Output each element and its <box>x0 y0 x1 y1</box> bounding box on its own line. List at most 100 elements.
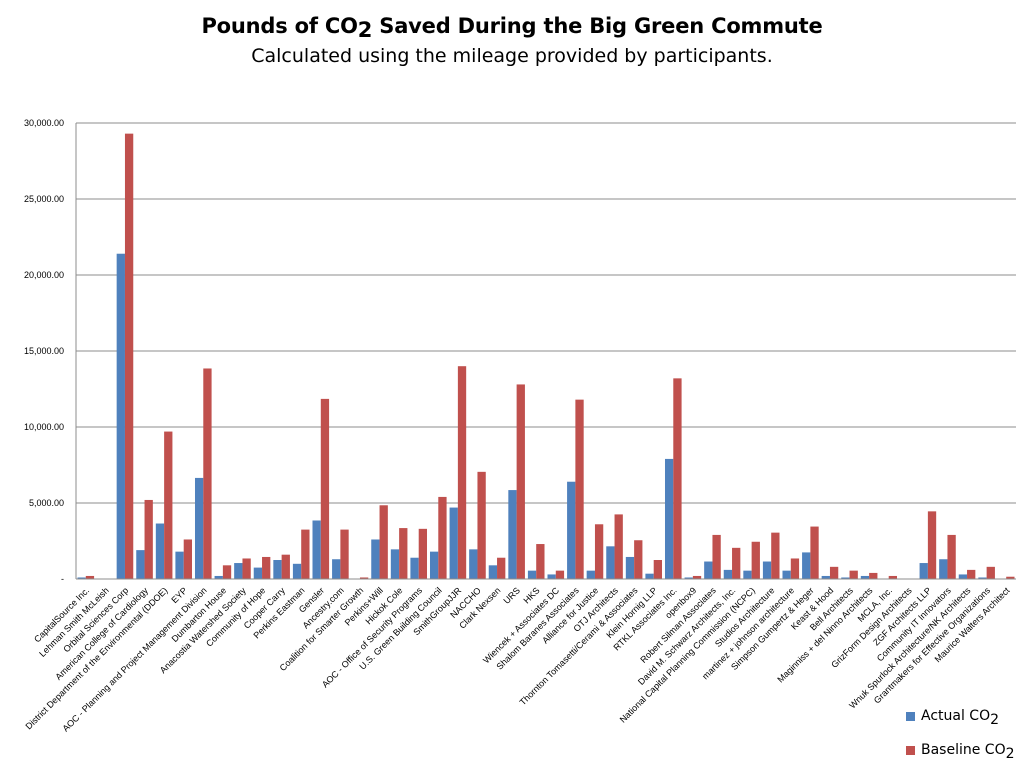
bar-actual-co2 <box>488 565 498 579</box>
bar-actual-co2 <box>704 561 713 579</box>
bar-baseline-co2 <box>634 540 643 579</box>
bar-actual-co2 <box>234 563 243 579</box>
legend-label-actual: Actual CO2 <box>921 708 999 728</box>
bar-baseline-co2 <box>614 514 623 579</box>
bar-baseline-co2 <box>594 524 604 579</box>
y-tick-label: 5,000.00 <box>29 498 64 508</box>
bar-baseline-co2 <box>262 556 271 579</box>
bar-actual-co2 <box>645 573 654 579</box>
bar-actual-co2 <box>175 551 184 579</box>
bar-baseline-co2 <box>829 566 839 579</box>
bar-baseline-co2 <box>927 511 937 579</box>
bar-baseline-co2 <box>399 528 408 579</box>
bar-baseline-co2 <box>771 532 780 579</box>
legend-swatch-baseline <box>906 745 915 755</box>
bar-actual-co2 <box>664 458 674 579</box>
bar-actual-co2 <box>469 549 478 579</box>
bar-baseline-co2 <box>849 570 858 579</box>
bar-actual-co2 <box>312 520 321 579</box>
bar-actual-co2 <box>547 574 556 579</box>
bar-baseline-co2 <box>986 566 995 579</box>
bar-baseline-co2 <box>222 565 232 579</box>
bar-actual-co2 <box>253 567 263 579</box>
bar-actual-co2 <box>292 563 302 579</box>
bar-baseline-co2 <box>967 569 976 579</box>
x-tick-label: District Department of the Environmental… <box>23 585 169 731</box>
bar-baseline-co2 <box>790 558 800 579</box>
bar-baseline-co2 <box>712 534 721 579</box>
title-text-suffix: Saved During the Big Green Commute <box>372 14 823 38</box>
bar-actual-co2 <box>958 574 968 579</box>
y-tick-label: 25,000.00 <box>24 194 64 204</box>
y-tick-label: 15,000.00 <box>24 346 64 356</box>
bar-actual-co2 <box>390 549 400 579</box>
bar-baseline-co2 <box>732 547 741 579</box>
bar-actual-co2 <box>155 523 165 579</box>
bar-baseline-co2 <box>379 505 388 579</box>
bar-baseline-co2 <box>164 431 173 579</box>
bar-actual-co2 <box>371 539 380 579</box>
legend-label-actual-sub: 2 <box>990 712 1000 728</box>
bar-actual-co2 <box>782 570 791 579</box>
bar-actual-co2 <box>567 481 576 579</box>
bar-baseline-co2 <box>692 575 702 579</box>
bar-baseline-co2 <box>340 529 349 579</box>
y-tick-label: - <box>61 574 64 584</box>
legend-label-baseline-text: Baseline CO <box>921 742 1006 758</box>
bar-baseline-co2 <box>477 471 486 579</box>
bar-baseline-co2 <box>555 570 565 579</box>
bar-actual-co2 <box>77 577 86 579</box>
y-tick-label: 20,000.00 <box>24 270 64 280</box>
bar-actual-co2 <box>841 577 850 579</box>
bar-actual-co2 <box>978 577 987 579</box>
bar-actual-co2 <box>214 575 223 579</box>
bar-baseline-co2 <box>85 575 95 579</box>
legend: Actual CO2 Baseline CO2 <box>906 705 1015 773</box>
bar-baseline-co2 <box>810 526 819 579</box>
bar-baseline-co2 <box>438 496 447 579</box>
bar-baseline-co2 <box>869 572 878 579</box>
bar-actual-co2 <box>332 559 341 579</box>
bar-baseline-co2 <box>536 544 545 579</box>
bar-actual-co2 <box>116 253 125 579</box>
legend-swatch-actual <box>906 711 915 721</box>
bar-baseline-co2 <box>281 554 290 579</box>
bar-baseline-co2 <box>947 534 956 579</box>
bar-actual-co2 <box>939 559 948 579</box>
bar-actual-co2 <box>194 477 204 579</box>
bar-actual-co2 <box>821 575 830 579</box>
chart-subtitle: Calculated using the mileage provided by… <box>251 45 773 67</box>
bar-actual-co2 <box>508 490 517 579</box>
bar-baseline-co2 <box>673 378 682 579</box>
bar-baseline-co2 <box>301 529 310 579</box>
bar-baseline-co2 <box>320 398 330 579</box>
bar-actual-co2 <box>429 551 439 579</box>
legend-item-baseline: Baseline CO2 <box>906 739 1015 762</box>
bar-baseline-co2 <box>242 558 251 579</box>
x-tick-label: URS <box>502 585 523 606</box>
bar-actual-co2 <box>410 557 419 579</box>
chart-title: Pounds of CO2 Saved During the Big Green… <box>0 14 1024 42</box>
legend-item-actual: Actual CO2 <box>906 705 1015 728</box>
bar-baseline-co2 <box>516 384 525 579</box>
y-tick-label: 30,000.00 <box>24 118 64 128</box>
bar-baseline-co2 <box>1006 576 1015 579</box>
bar-baseline-co2 <box>751 541 760 579</box>
bar-baseline-co2 <box>144 499 153 579</box>
bar-actual-co2 <box>723 569 733 579</box>
bar-actual-co2 <box>684 577 693 579</box>
bar-actual-co2 <box>919 563 928 579</box>
bar-actual-co2 <box>625 556 635 579</box>
y-tick-label: 10,000.00 <box>24 422 64 432</box>
legend-label-actual-text: Actual CO <box>921 708 991 724</box>
bar-actual-co2 <box>802 552 811 579</box>
bar-baseline-co2 <box>359 577 369 579</box>
bar-baseline-co2 <box>124 133 134 579</box>
bar-baseline-co2 <box>203 368 212 579</box>
bar-actual-co2 <box>527 570 537 579</box>
bar-baseline-co2 <box>653 560 663 579</box>
bar-actual-co2 <box>273 560 282 579</box>
bar-actual-co2 <box>606 546 615 579</box>
bar-actual-co2 <box>762 561 772 579</box>
